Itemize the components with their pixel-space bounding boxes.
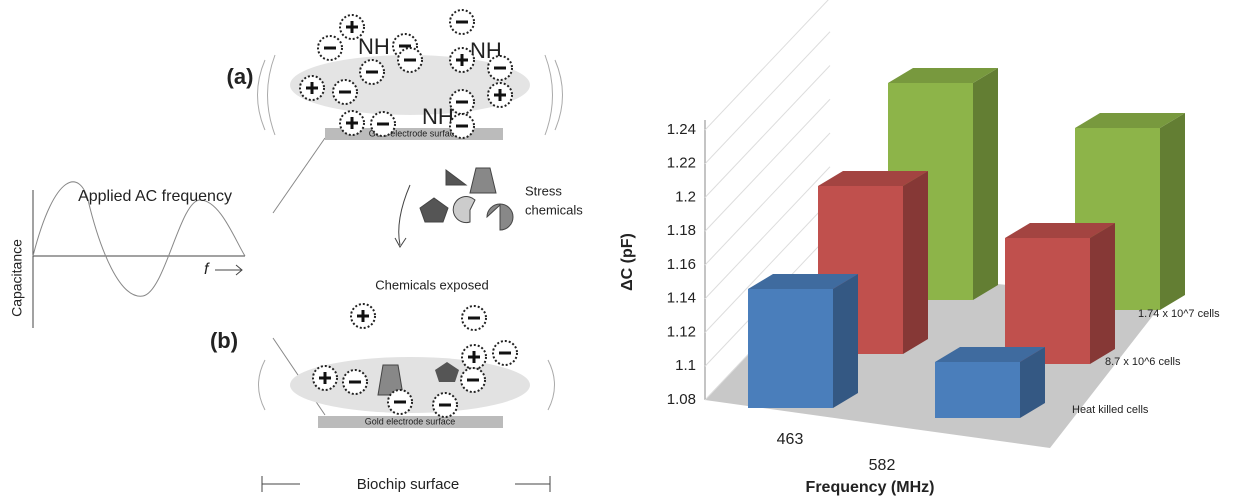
bar-side [1160, 113, 1185, 310]
bar [748, 274, 858, 408]
y-tick-label: 1.14 [667, 290, 696, 307]
shape [453, 197, 475, 223]
bar [1005, 223, 1115, 364]
bar-side [1090, 223, 1115, 364]
ac-ylabel: Capacitance [9, 239, 25, 317]
y-tick-label: 1.1 [675, 357, 696, 374]
bar-side [833, 274, 858, 408]
bar-side [903, 171, 928, 354]
bar-side [973, 68, 998, 300]
shape [470, 168, 496, 193]
series-label: Heat killed cells [1072, 404, 1149, 416]
group-label: NH [422, 104, 454, 129]
bar-front [748, 289, 833, 408]
group-label: NH [358, 34, 390, 59]
y-tick-label: 1.18 [667, 222, 696, 239]
x-axis-title: Frequency (MHz) [806, 479, 935, 496]
arrow [395, 185, 410, 247]
y-tick-label: 1.24 [667, 121, 696, 138]
shape [446, 170, 466, 185]
y-tick-label: 1.16 [667, 256, 696, 273]
shape [487, 204, 513, 230]
stress-label: Stress [525, 183, 562, 198]
panel-label: (b) [210, 328, 238, 353]
x-tick-label: 582 [869, 457, 896, 474]
stress-label: chemicals [525, 202, 583, 217]
grid-line [705, 0, 830, 130]
footer: Biochip surface [357, 476, 460, 493]
zoom-line [273, 138, 325, 213]
shape [420, 198, 448, 222]
grid-line [705, 66, 830, 198]
bar-front [1005, 238, 1090, 364]
f-arrow [215, 265, 242, 275]
figure: Applied AC frequency Capacitance f (a) N… [0, 0, 1260, 498]
grid-line [705, 32, 830, 164]
panel-label: (a) [227, 64, 254, 89]
ac-xlabel: f [204, 261, 210, 278]
y-tick-label: 1.2 [675, 188, 696, 205]
grid-line [705, 133, 830, 265]
series-label: 1.74 x 10^7 cells [1138, 308, 1220, 320]
caption: Chemicals exposed [375, 277, 488, 292]
y-tick-label: 1.12 [667, 323, 696, 340]
stress-icons [395, 168, 513, 247]
bar-front [935, 362, 1020, 418]
bar [935, 347, 1045, 418]
ac-title: Applied AC frequency [78, 188, 232, 205]
x-tick-label: 463 [777, 431, 804, 448]
y-tick-label: 1.22 [667, 155, 696, 172]
electrode-label: Gold electrode surface [365, 416, 456, 426]
y-tick-label: 1.08 [667, 391, 696, 408]
y-axis-title: ΔC (pF) [619, 233, 636, 291]
grid-line [705, 99, 830, 231]
series-label: 8.7 x 10^6 cells [1105, 356, 1181, 368]
